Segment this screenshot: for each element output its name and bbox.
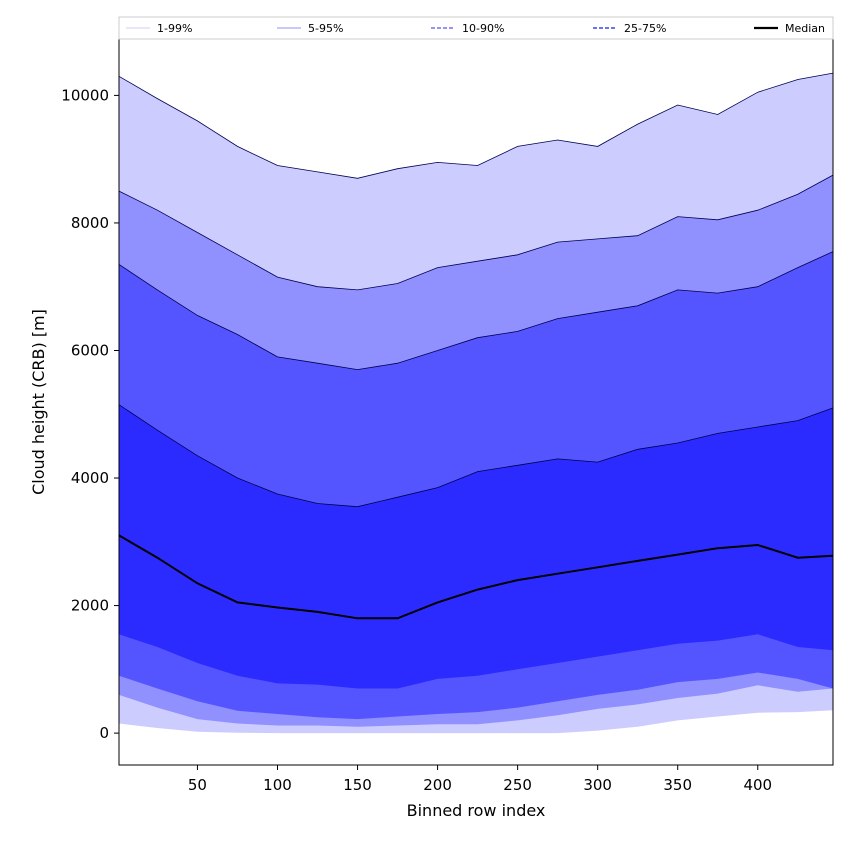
median-layer [118,534,834,620]
band-upper-edge-1-99% [118,72,834,179]
y-tick-label: 0 [99,724,109,742]
band-25-75% [119,404,833,689]
x-tick-label: 150 [343,776,372,794]
x-tick-label: 400 [743,776,772,794]
legend: 1-99% 5-95% 10-90% 25-75% Median [118,16,834,40]
x-tick-label: 200 [423,776,452,794]
x-axis-label: Binned row index [407,801,546,820]
x-tick-label: 250 [503,776,532,794]
band-upper-edge-5-95% [118,174,834,291]
band-upper-edge-25-75% [118,404,834,508]
x-tick-label: 50 [188,776,207,794]
x-tick-label: 100 [263,776,292,794]
series-Median [118,534,834,620]
x-axis-ticks: 50 100 150 200 250 300 350 400 [188,765,772,794]
y-axis-label: Cloud height (CRB) [m] [29,309,48,495]
y-tick-label: 8000 [71,214,109,232]
legend-label: 10-90% [462,22,504,35]
y-tick-label: 2000 [71,597,109,615]
y-axis-ticks: 0 2000 4000 6000 8000 10000 [61,86,119,742]
y-tick-label: 4000 [71,469,109,487]
x-tick-label: 300 [583,776,612,794]
legend-label: 25-75% [624,22,666,35]
legend-box [118,16,834,40]
legend-label: 1-99% [157,22,192,35]
y-tick-label: 10000 [61,86,109,104]
percentile-bands [118,72,834,734]
legend-label: 5-95% [308,22,343,35]
y-tick-label: 6000 [71,341,109,359]
legend-label: Median [785,22,825,35]
band-upper-edge-10-90% [118,251,834,371]
x-tick-label: 350 [663,776,692,794]
